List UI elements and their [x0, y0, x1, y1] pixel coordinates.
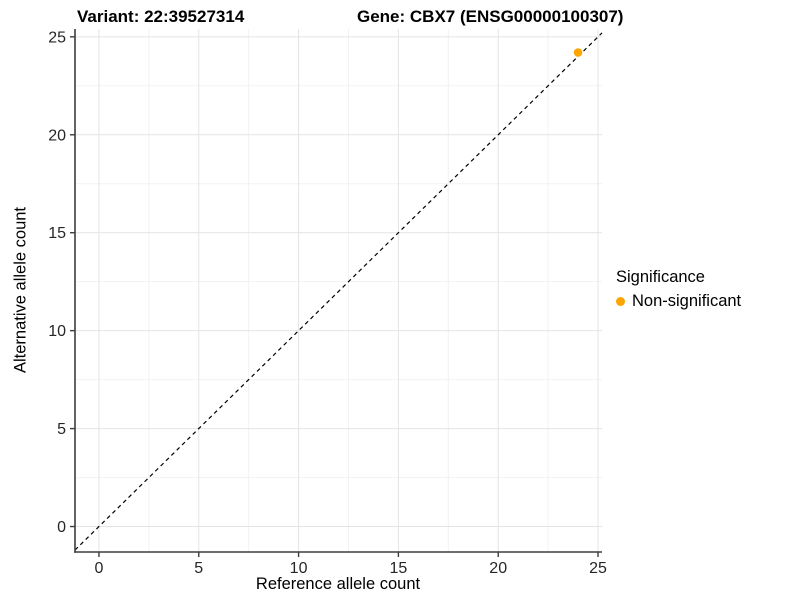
legend: Significance Non-significant — [616, 268, 741, 311]
plot-title-variant: Variant: 22:39527314 — [77, 7, 245, 26]
y-tick-label: 20 — [48, 127, 66, 144]
x-tick-label: 20 — [489, 560, 507, 577]
legend-item-non-significant: Non-significant — [616, 292, 741, 311]
x-tick-label: 5 — [194, 560, 203, 577]
x-tick-label: 25 — [589, 560, 607, 577]
y-tick-label: 25 — [48, 29, 66, 46]
x-tick-label: 15 — [389, 560, 407, 577]
legend-point-icon — [616, 297, 625, 306]
x-axis-label: Reference allele count — [255, 575, 421, 593]
x-tick-label: 0 — [95, 560, 104, 577]
y-axis-label: Alternative allele count — [11, 206, 30, 374]
y-tick-label: 5 — [57, 421, 66, 438]
y-tick-label: 15 — [48, 225, 66, 242]
y-tick-label: 10 — [48, 323, 66, 340]
legend-item-label: Non-significant — [632, 292, 742, 310]
x-tick-label: 10 — [290, 560, 308, 577]
data-point — [573, 48, 583, 57]
y-tick-label: 0 — [57, 519, 66, 536]
identity-line — [74, 32, 603, 551]
plot-title-gene: Gene: CBX7 (ENSG00000100307) — [357, 7, 624, 26]
legend-title: Significance — [616, 268, 705, 286]
